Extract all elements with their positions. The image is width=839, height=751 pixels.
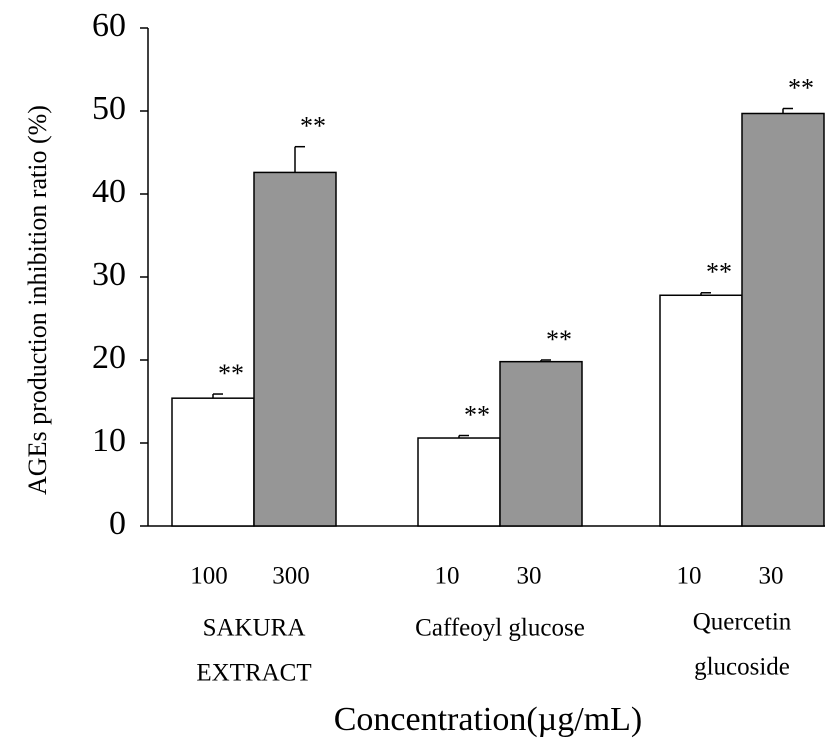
- category-label: SAKURA: [203, 615, 306, 642]
- y-tick-label: 60: [92, 7, 126, 44]
- dose-label: 30: [759, 563, 784, 590]
- significance-label: **: [218, 359, 244, 388]
- y-tick-label: 30: [92, 256, 126, 293]
- y-tick-label: 40: [92, 173, 126, 210]
- dose-label: 10: [677, 563, 702, 590]
- significance-label: **: [300, 112, 326, 141]
- y-tick-label: 50: [92, 90, 126, 127]
- category-label: Caffeoyl glucose: [415, 615, 585, 642]
- bar: [417, 437, 501, 527]
- significance-label: **: [788, 73, 814, 102]
- dose-label: 30: [517, 563, 542, 590]
- category-label: EXTRACT: [196, 660, 311, 687]
- bar: [253, 171, 337, 527]
- x-axis-label: Concentration(µg/mL): [334, 701, 643, 738]
- y-axis-label: AGEs production inhibition ratio (%): [23, 105, 52, 495]
- dose-label: 100: [190, 563, 228, 590]
- category-label: Quercetin: [693, 609, 792, 636]
- dose-label: 300: [272, 563, 310, 590]
- y-tick-label: 10: [92, 422, 126, 459]
- y-tick-label: 0: [109, 505, 126, 542]
- bar: [499, 360, 583, 527]
- y-tick-label: 20: [92, 339, 126, 376]
- dose-label: 10: [435, 563, 460, 590]
- bar: [741, 112, 825, 527]
- significance-label: **: [546, 325, 572, 354]
- bar: [659, 294, 743, 527]
- category-label: glucoside: [694, 654, 790, 681]
- bar: [171, 397, 255, 527]
- significance-label: **: [464, 400, 490, 429]
- significance-label: **: [706, 258, 732, 287]
